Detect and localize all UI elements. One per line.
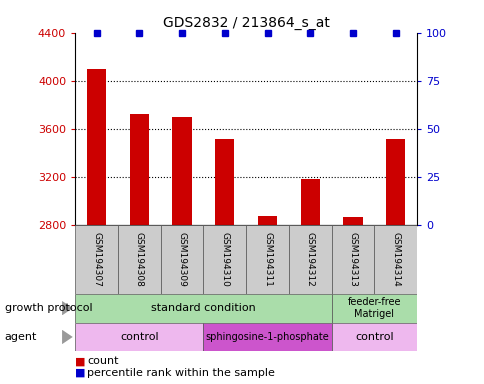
Bar [385,139,405,225]
Bar [288,225,331,294]
Text: GSM194309: GSM194309 [177,232,186,286]
Bar [331,225,374,294]
Text: GSM194308: GSM194308 [135,232,143,286]
Bar [374,225,416,294]
Text: percentile rank within the sample: percentile rank within the sample [87,368,274,378]
Title: GDS2832 / 213864_s_at: GDS2832 / 213864_s_at [162,16,329,30]
Text: GSM194310: GSM194310 [220,232,229,286]
Bar [245,225,288,294]
Text: count: count [87,356,119,366]
Text: control: control [120,332,158,342]
Text: GSM194312: GSM194312 [305,232,314,286]
Text: GSM194307: GSM194307 [92,232,101,286]
Bar [203,323,331,351]
Bar [118,225,160,294]
Text: GSM194313: GSM194313 [348,232,357,286]
Bar [75,323,203,351]
Polygon shape [62,301,73,315]
Bar [75,294,331,323]
Bar [300,179,319,225]
Text: GSM194311: GSM194311 [262,232,272,286]
Bar [331,294,416,323]
Text: standard condition: standard condition [151,303,255,313]
Bar [343,217,362,225]
Text: ■: ■ [75,368,86,378]
Bar [87,69,106,225]
Bar [215,139,234,225]
Bar [75,225,118,294]
Text: ■: ■ [75,356,86,366]
Polygon shape [62,330,73,344]
Bar [172,117,191,225]
Bar [129,114,149,225]
Bar [160,225,203,294]
Bar [257,216,276,225]
Text: control: control [354,332,393,342]
Bar [331,323,416,351]
Text: feeder-free
Matrigel: feeder-free Matrigel [347,297,400,319]
Text: growth protocol: growth protocol [5,303,92,313]
Text: sphingosine-1-phosphate: sphingosine-1-phosphate [205,332,329,342]
Text: GSM194314: GSM194314 [391,232,399,286]
Text: agent: agent [5,332,37,342]
Bar [203,225,245,294]
